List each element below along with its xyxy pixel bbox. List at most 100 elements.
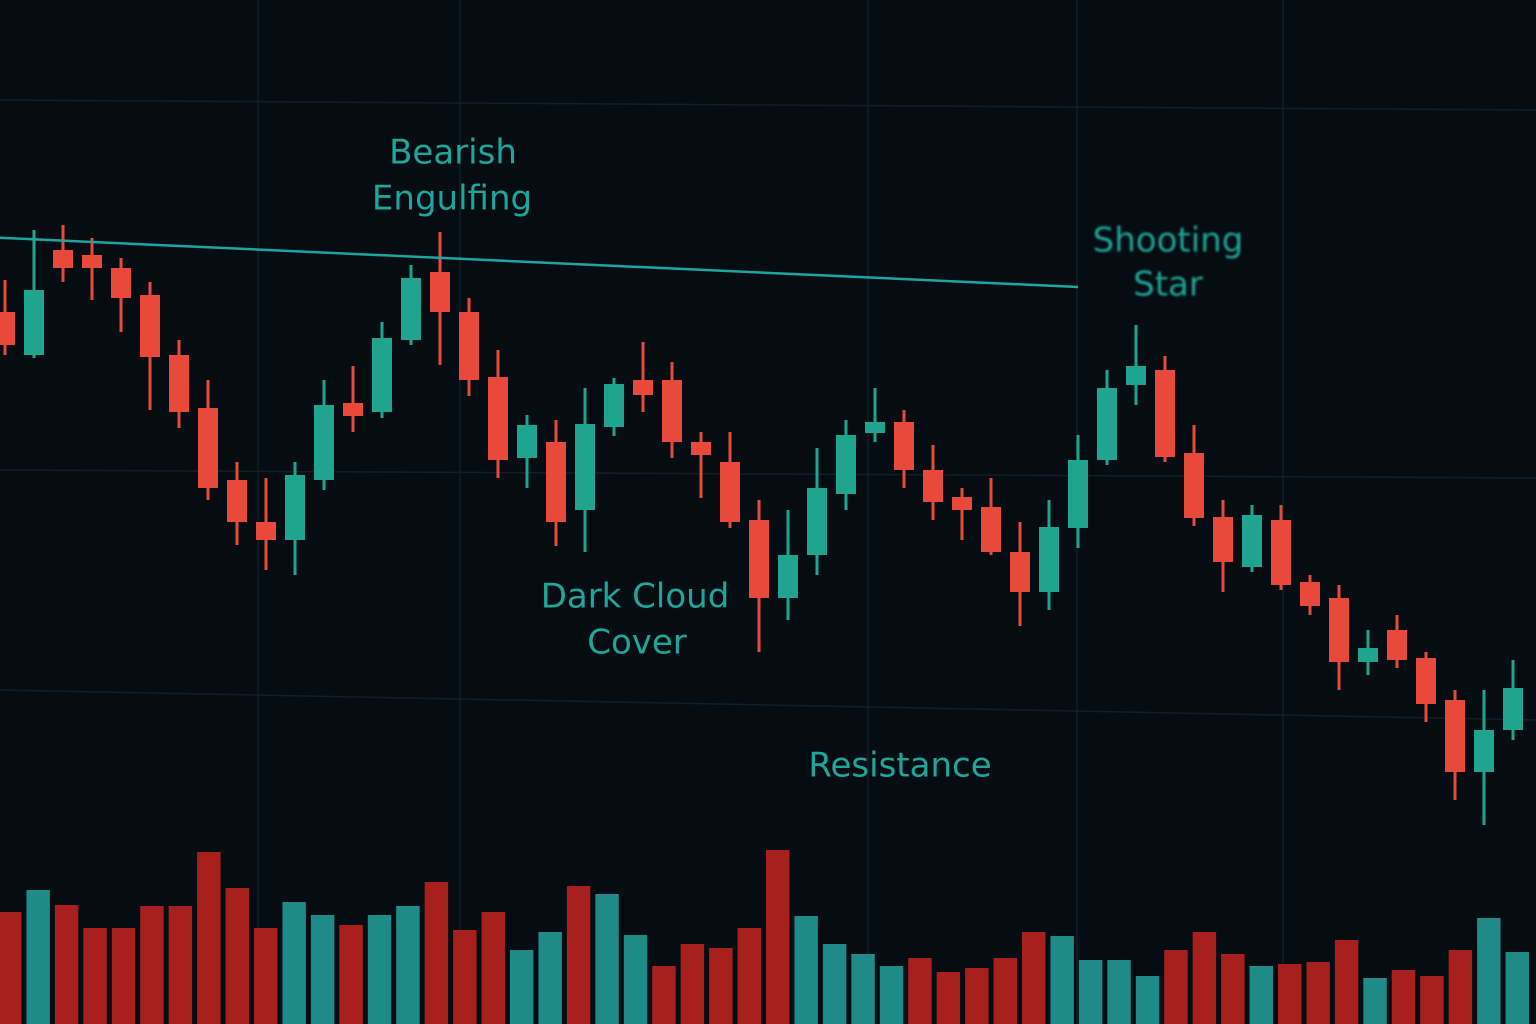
candle-body xyxy=(1010,552,1030,592)
candle-body xyxy=(1474,730,1494,772)
volume-bar xyxy=(936,972,961,1024)
volume-bar xyxy=(310,915,335,1024)
candle-body xyxy=(575,424,595,510)
volume-bar xyxy=(424,882,449,1024)
volume-bar xyxy=(965,968,989,1024)
candle-body xyxy=(865,422,885,433)
candle-body xyxy=(633,380,653,395)
volume-bar xyxy=(1391,970,1416,1024)
candle-body xyxy=(285,475,305,540)
volume-bar xyxy=(1306,962,1330,1024)
candle-body xyxy=(1242,515,1262,567)
candle-body xyxy=(1445,700,1465,772)
volume-bar xyxy=(737,928,761,1024)
candle-body xyxy=(430,272,450,312)
candle-body xyxy=(778,555,798,598)
volume-bar xyxy=(1221,954,1245,1024)
annotation: Shooting xyxy=(1093,221,1244,261)
candle-body xyxy=(952,497,972,510)
volume-bar xyxy=(0,912,22,1024)
annotation: Bearish xyxy=(389,133,517,173)
volume-bar xyxy=(652,966,676,1024)
annotation: Engulfing xyxy=(372,179,532,219)
volume-bar xyxy=(1078,960,1103,1024)
volume-bar xyxy=(623,935,648,1024)
candle-body xyxy=(1387,630,1407,660)
volume-bar xyxy=(1448,950,1473,1024)
volume-bar xyxy=(879,966,904,1024)
candle-body xyxy=(1213,517,1233,562)
volume-bar xyxy=(1477,918,1501,1024)
candle-body xyxy=(749,520,769,598)
candle-body xyxy=(1271,520,1291,585)
candle-body xyxy=(53,250,73,268)
candle-body xyxy=(1416,658,1436,704)
candle-body xyxy=(372,338,392,412)
volume-bar xyxy=(1505,952,1529,1024)
volume-bar xyxy=(1164,950,1188,1024)
volume-bar xyxy=(993,958,1017,1024)
candle-body xyxy=(198,408,218,488)
grid-line xyxy=(0,689,1536,721)
candle-body xyxy=(0,312,15,345)
candle-body xyxy=(24,290,44,355)
candle-body xyxy=(1184,453,1204,518)
volume-bar xyxy=(1363,978,1387,1024)
volume-bar xyxy=(1420,976,1444,1024)
candle-body xyxy=(488,377,508,460)
annotation: Dark Cloud xyxy=(541,577,730,617)
candle-body xyxy=(981,507,1001,552)
volume-bar xyxy=(851,954,875,1024)
volume-bar xyxy=(83,928,107,1024)
volume-bar xyxy=(908,958,932,1024)
trendline xyxy=(0,236,1079,289)
volume-bar xyxy=(566,886,591,1024)
candle-body xyxy=(1126,366,1146,385)
volume-bar xyxy=(1192,932,1217,1024)
candle-body xyxy=(604,384,624,427)
candle-body xyxy=(1155,370,1175,457)
candle-body xyxy=(459,312,479,380)
candle-body xyxy=(1068,460,1088,528)
candle-body xyxy=(169,355,189,412)
candle-body xyxy=(314,405,334,480)
candle-body xyxy=(82,255,102,268)
volume-bar xyxy=(1249,966,1273,1024)
volume-bar xyxy=(1278,964,1302,1024)
candle-body xyxy=(140,295,160,357)
volume-bar xyxy=(822,944,847,1024)
volume-bar xyxy=(481,912,505,1024)
volume-bar xyxy=(26,890,50,1024)
volume-bar xyxy=(794,916,818,1024)
candle-body xyxy=(807,488,827,555)
candle-body xyxy=(720,462,740,522)
volume-bar xyxy=(168,906,193,1024)
volume-bar xyxy=(339,925,363,1024)
candle-body xyxy=(1358,648,1378,662)
marks xyxy=(0,225,1529,1024)
volume-bar xyxy=(1050,936,1074,1024)
grid-line xyxy=(0,469,1536,479)
candle-body xyxy=(1503,688,1523,730)
volume-bar xyxy=(680,944,705,1024)
candle-body xyxy=(401,278,421,340)
volume-bar xyxy=(225,888,249,1024)
volume-bar xyxy=(140,906,164,1024)
candle-body xyxy=(1097,388,1117,460)
volume-bar xyxy=(1022,932,1046,1024)
candle-body xyxy=(894,422,914,470)
candle-body xyxy=(836,435,856,494)
candle-body xyxy=(227,480,247,522)
volume-bar xyxy=(1107,960,1131,1024)
volume-bar xyxy=(396,906,420,1024)
candle-body xyxy=(691,442,711,455)
candle-body xyxy=(256,522,276,540)
annotation: Star xyxy=(1133,265,1203,305)
volume-bar xyxy=(197,852,221,1024)
candle-body xyxy=(343,403,363,416)
volume-bar xyxy=(254,928,278,1024)
grid-line xyxy=(0,99,1536,111)
